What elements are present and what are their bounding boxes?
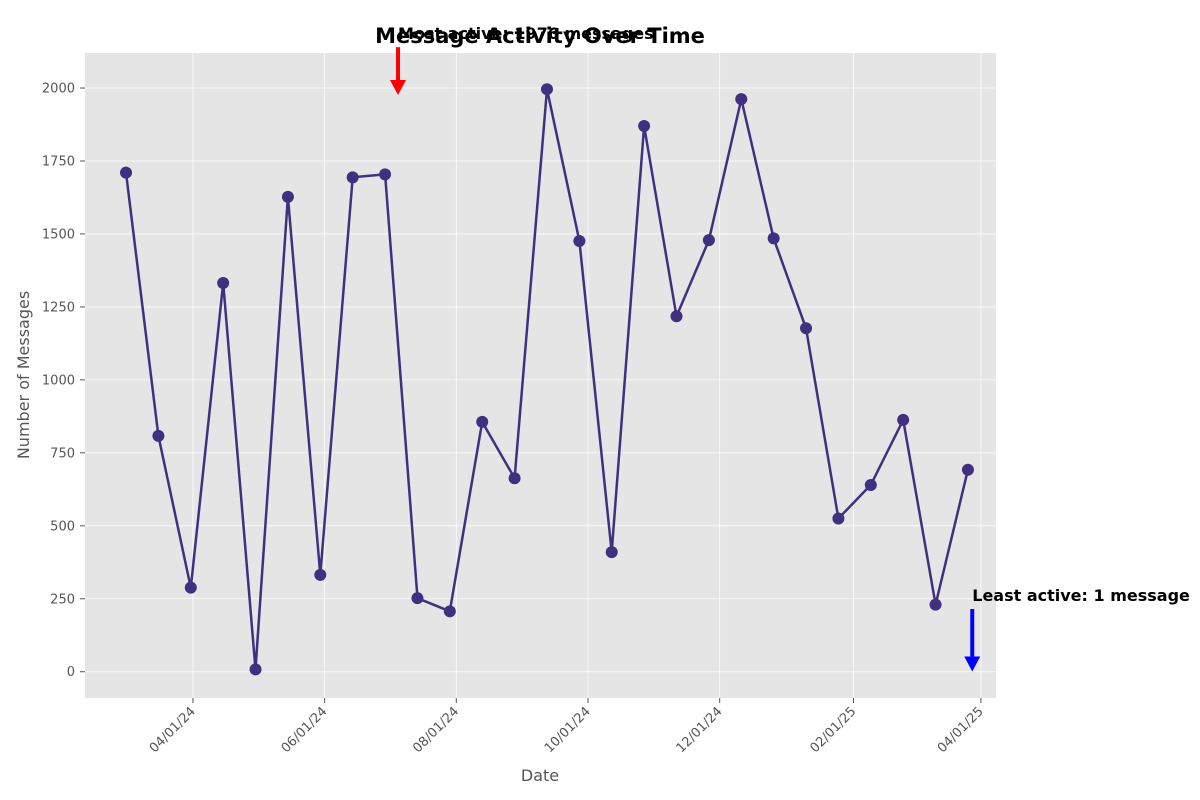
data-point: [217, 276, 230, 289]
data-point: [443, 605, 456, 618]
data-point: [897, 413, 910, 426]
data-point: [670, 310, 683, 323]
y-tick-label: 1500: [42, 227, 75, 242]
data-point: [346, 171, 359, 184]
chart-title: Message Activity Over Time: [375, 24, 705, 48]
data-point: [184, 581, 197, 594]
data-point: [281, 190, 294, 203]
y-axis-label: Number of Messages: [14, 291, 33, 459]
plot-area: [85, 53, 996, 698]
annotations-group: Most active: 1976 messages Least active: …: [390, 24, 1190, 672]
data-point: [152, 429, 165, 442]
annotation-arrow-head: [964, 656, 981, 672]
y-tick-label: 500: [50, 519, 75, 534]
x-axis-label: Date: [521, 766, 559, 785]
data-point: [476, 415, 489, 428]
y-tick-label: 750: [50, 446, 75, 461]
data-point: [314, 568, 327, 581]
data-point: [573, 234, 586, 247]
data-point: [767, 232, 780, 245]
data-point: [864, 478, 877, 491]
data-point: [832, 512, 845, 525]
data-point: [249, 663, 262, 676]
y-tick-label: 1750: [42, 154, 75, 169]
data-point: [605, 546, 618, 559]
annotation-arrow-head: [390, 80, 407, 96]
data-point: [540, 83, 553, 96]
data-point: [411, 592, 424, 605]
data-point: [508, 472, 521, 485]
y-tick-label: 0: [67, 665, 75, 680]
data-point: [379, 168, 392, 181]
data-point: [702, 234, 715, 247]
y-tick-label: 2000: [42, 82, 75, 97]
data-point: [961, 463, 974, 476]
y-tick-label: 250: [50, 592, 75, 607]
annotation-text: Least active: 1 message: [972, 586, 1190, 605]
data-point: [800, 322, 813, 335]
data-point: [929, 598, 942, 611]
y-tick-label: 1250: [42, 300, 75, 315]
grid-lines: [85, 53, 996, 698]
data-point: [638, 119, 651, 132]
data-point: [120, 166, 133, 179]
series-group: [120, 83, 974, 676]
annotation-text: Most active: 1976 messages: [398, 24, 654, 43]
y-axis-ticks: 0 250 500 750 1000 1250 1500 1750 2000: [42, 82, 85, 680]
data-point: [735, 93, 748, 106]
y-tick-label: 1000: [42, 373, 75, 388]
